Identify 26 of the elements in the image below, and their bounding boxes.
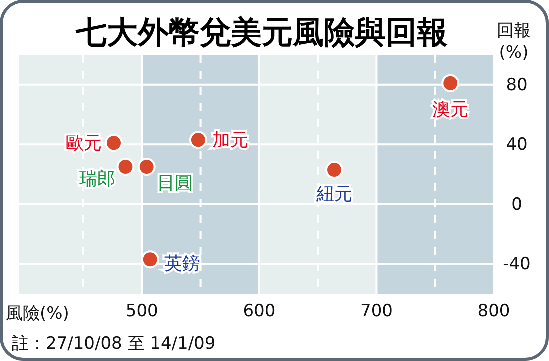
point [326, 161, 344, 179]
point [105, 134, 123, 152]
y-tick-label: 0 [512, 194, 522, 215]
series-label: 紐元 [315, 184, 352, 206]
x-tick-label: 800 [478, 301, 510, 322]
x-tick-label: 500 [126, 301, 158, 322]
x-tick-label: 700 [360, 301, 393, 322]
chart-title: 七大外幣兌美元風險與回報 [75, 15, 448, 51]
x-axis-title: 風險(%) [6, 304, 70, 324]
y-tick-label: 80 [506, 75, 528, 96]
series-label: 英鎊 [164, 254, 200, 275]
y-tick-label: -40 [503, 254, 531, 275]
y-axis-title: 回報(%) [497, 21, 531, 63]
series-label: 加元 [212, 130, 248, 152]
x-tick-label: 600 [243, 301, 276, 322]
y-tick-label: 40 [506, 135, 528, 156]
point [116, 158, 135, 176]
series-label: 澳元 [432, 99, 469, 120]
series-label: 瑞郎 [80, 169, 116, 190]
point [189, 131, 208, 150]
series-label: 歐元 [66, 133, 102, 154]
series-label: 日圓 [156, 173, 193, 194]
point [141, 250, 160, 269]
point [138, 158, 156, 176]
point [442, 74, 460, 92]
text: 註：27/10/08 至 14/1/09 [12, 334, 216, 354]
